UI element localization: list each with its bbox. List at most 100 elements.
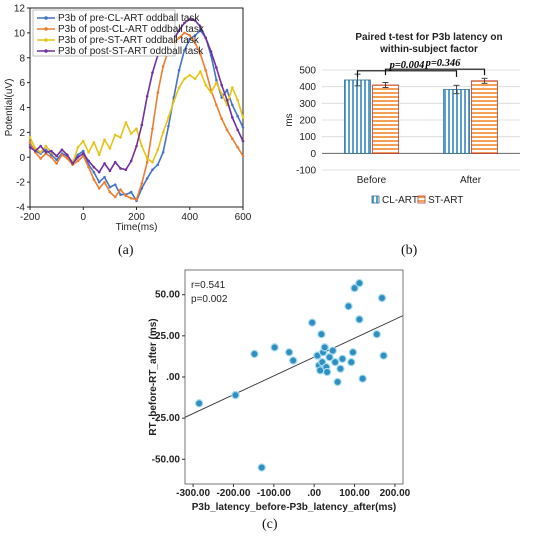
series-point	[241, 116, 245, 119]
series-point	[225, 128, 229, 132]
series-point	[44, 144, 48, 148]
series-point	[39, 150, 42, 154]
series-point	[81, 149, 85, 153]
sig-bracket	[384, 68, 486, 76]
series-point	[183, 77, 186, 81]
y-tick-label: 25.00	[155, 331, 180, 342]
category-label: Before	[357, 175, 387, 186]
y-tick-label: 4	[19, 103, 25, 114]
series-point	[113, 183, 117, 186]
series-point	[129, 190, 133, 194]
scatter-point	[328, 346, 337, 355]
series-point	[167, 116, 170, 119]
series-point	[177, 36, 181, 40]
series-point	[161, 150, 165, 154]
y-axis-label: RT_before-RT_after (ms)	[148, 318, 159, 435]
scatter-point	[347, 357, 356, 367]
series-point	[140, 182, 144, 185]
series-point	[145, 177, 149, 180]
series-point	[241, 126, 245, 129]
scatter-point	[325, 353, 334, 362]
y-axis-label: Potential(uV)	[4, 79, 15, 137]
series-point	[231, 137, 234, 140]
legend-swatch	[417, 195, 426, 204]
series-point	[71, 162, 74, 165]
series-point	[193, 19, 197, 22]
y-tick-label: 100	[299, 132, 316, 143]
series-point	[177, 29, 181, 32]
y-tick-label: 2	[19, 128, 25, 139]
x-tick-label: 100.00	[339, 488, 370, 499]
correlation-scatter: -300.00 -200.00 -100.00 .00 100.00 200.00 -50.…	[148, 269, 411, 513]
y-tick-label: .00	[166, 372, 180, 383]
y-tick-label: 0	[310, 149, 316, 160]
series-point	[199, 25, 202, 28]
chart-title-line1: Paired t-test for P3b latency on	[355, 32, 502, 43]
series-point	[183, 21, 186, 25]
series-point	[151, 127, 154, 130]
y-tick-label: 400	[299, 82, 316, 93]
y-tick-label: 50.00	[155, 290, 180, 301]
caption-c: (c)	[262, 517, 278, 532]
series-point	[241, 139, 245, 143]
series-point	[231, 116, 234, 119]
series-point	[97, 170, 101, 174]
y-tick-label: -4	[16, 203, 25, 214]
series-point	[103, 180, 106, 184]
series-point	[151, 160, 154, 164]
x-tick-label: .00	[307, 488, 321, 499]
series-point	[65, 157, 69, 160]
y-tick-label: 200	[299, 116, 316, 127]
x-tick-label: -100.00	[257, 488, 291, 499]
legend-label: ST-ART	[428, 195, 463, 206]
series-point	[60, 153, 64, 157]
series-point	[92, 178, 96, 181]
bar	[344, 79, 371, 154]
series-point	[81, 139, 85, 143]
series-point	[60, 148, 64, 152]
series-point	[177, 68, 181, 72]
series-point	[81, 152, 85, 155]
series-point	[28, 141, 32, 144]
stat-r: r=0.541	[191, 280, 226, 291]
series-point	[140, 123, 144, 127]
series-point	[183, 31, 186, 35]
legend-marker	[44, 16, 48, 20]
y-tick-label: -100	[296, 166, 316, 177]
series-point	[161, 131, 165, 134]
series-point	[204, 83, 208, 87]
series-point	[87, 150, 90, 154]
legend-label: P3b of pre-ST-ART oddball task	[58, 35, 200, 46]
scatter-point	[231, 390, 240, 400]
series-point	[113, 195, 117, 199]
legend-marker	[44, 49, 48, 53]
series-point	[119, 136, 122, 139]
series-point	[92, 141, 96, 144]
series-point	[156, 148, 160, 152]
y-tick-label: -50.00	[152, 454, 181, 465]
series-point	[34, 149, 37, 153]
series-point	[193, 34, 197, 37]
series-point	[135, 127, 138, 130]
scatter-point	[322, 367, 332, 377]
series-point	[231, 103, 234, 107]
series-point	[236, 146, 239, 149]
x-tick-label: -300.00	[176, 488, 210, 499]
bar	[471, 80, 498, 154]
series-point	[220, 92, 223, 96]
bar	[372, 84, 399, 154]
series-point	[188, 73, 192, 77]
series-point	[167, 124, 170, 128]
x-axis-label: P3b_latency_before-P3b_latency_after(ms)	[192, 502, 397, 513]
series-point	[236, 128, 239, 132]
y-tick-label: -2	[16, 178, 25, 189]
scatter-point	[355, 315, 364, 324]
y-tick-label: 6	[19, 78, 25, 89]
series-point	[87, 165, 90, 169]
series-point	[188, 34, 192, 37]
legend-label: P3b of post-ST-ART oddball task	[58, 46, 204, 57]
series-point	[156, 163, 160, 167]
series-point	[97, 180, 101, 184]
scatter-point	[317, 329, 326, 339]
series-point	[172, 99, 176, 103]
